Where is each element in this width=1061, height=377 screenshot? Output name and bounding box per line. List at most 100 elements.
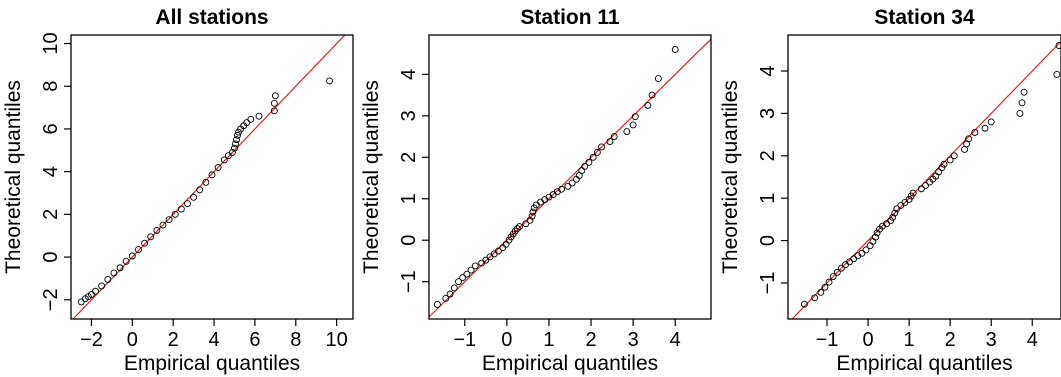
- data-point: [214, 163, 222, 171]
- y-tick-label: 3: [398, 110, 420, 121]
- data-point: [196, 186, 204, 194]
- data-point: [147, 233, 155, 241]
- data-point: [171, 210, 179, 218]
- data-point: [228, 148, 236, 156]
- data-point: [909, 189, 917, 197]
- x-tick-label: 1: [904, 329, 915, 351]
- y-tick-label: 4: [40, 166, 62, 177]
- x-tick-label: −2: [80, 329, 103, 351]
- panel-title: All stations: [155, 6, 268, 29]
- data-point: [654, 75, 662, 82]
- y-tick-label: 2: [398, 152, 420, 163]
- data-point: [971, 129, 979, 136]
- data-point: [581, 162, 589, 170]
- data-point: [141, 239, 149, 247]
- data-point: [811, 294, 819, 302]
- y-tick-label: 3: [757, 108, 779, 119]
- data-point: [940, 160, 948, 168]
- y-axis-label: Theoretical quantiles: [719, 80, 742, 274]
- data-point: [671, 46, 679, 53]
- data-point: [134, 246, 142, 254]
- data-point: [558, 185, 566, 193]
- data-point: [568, 179, 576, 187]
- reference-line: [429, 38, 711, 318]
- data-point: [905, 196, 913, 203]
- data-point: [1055, 42, 1061, 50]
- data-point: [455, 278, 462, 286]
- data-point: [446, 290, 454, 298]
- data-point: [467, 266, 475, 274]
- panel-title: Station 11: [520, 6, 620, 29]
- y-tick-label: 4: [398, 69, 420, 80]
- qq-panel-1: All stations Empirical quantiles Theoretic…: [2, 6, 354, 375]
- data-point: [513, 225, 521, 233]
- y-tick-label: −1: [398, 270, 420, 293]
- data-point: [153, 226, 161, 234]
- data-point: [220, 156, 228, 164]
- x-tick-label: 0: [127, 329, 138, 351]
- y-tick-label: 2: [40, 209, 62, 220]
- points-group: [800, 42, 1061, 308]
- data-point: [564, 182, 572, 190]
- data-point: [159, 221, 167, 229]
- y-tick-label: −2: [40, 288, 62, 311]
- data-point: [122, 257, 130, 265]
- data-point: [442, 294, 450, 302]
- x-tick-label: 0: [862, 329, 873, 351]
- x-tick-label: 2: [585, 329, 596, 351]
- data-point: [610, 133, 618, 141]
- data-point: [629, 121, 637, 129]
- data-point: [606, 138, 614, 146]
- data-point: [938, 164, 946, 172]
- points-group: [433, 46, 679, 308]
- data-point: [224, 152, 232, 160]
- data-point: [499, 244, 507, 252]
- data-point: [433, 301, 441, 308]
- x-tick-label: 10: [326, 329, 348, 351]
- x-axis-label: Empirical quantiles: [482, 352, 658, 375]
- data-point: [528, 212, 536, 220]
- plot-frame: [428, 34, 712, 320]
- data-point: [110, 269, 118, 277]
- data-point: [255, 112, 263, 120]
- data-point: [77, 298, 85, 306]
- x-tick-label: 3: [986, 329, 997, 351]
- data-point: [450, 284, 458, 292]
- y-axis-label: Theoretical quantiles: [360, 80, 383, 274]
- data-point: [644, 102, 652, 109]
- y-tick-label: 6: [40, 123, 62, 134]
- data-point: [165, 216, 173, 224]
- data-point: [887, 217, 895, 225]
- data-point: [1018, 99, 1026, 107]
- x-tick-label: 4: [208, 329, 219, 351]
- data-point: [598, 143, 606, 151]
- data-point: [190, 193, 198, 201]
- y-tick-label: −1: [757, 272, 779, 295]
- data-point: [459, 274, 467, 281]
- data-point: [917, 185, 925, 193]
- data-point: [270, 107, 278, 115]
- data-point: [837, 264, 845, 272]
- y-tick-label: 1: [757, 193, 779, 204]
- y-tick-label: 0: [398, 235, 420, 246]
- data-point: [873, 229, 881, 237]
- data-point: [98, 282, 106, 290]
- data-point: [800, 300, 808, 308]
- x-tick-label: 2: [168, 329, 179, 351]
- y-tick-label: 4: [757, 65, 779, 76]
- reference-line: [791, 40, 1061, 319]
- data-point: [946, 156, 954, 164]
- y-tick-label: 2: [757, 150, 779, 161]
- data-point: [526, 216, 534, 224]
- data-point: [1020, 88, 1028, 96]
- data-point: [522, 220, 530, 228]
- data-point: [463, 270, 471, 278]
- data-point: [950, 152, 958, 160]
- data-point: [578, 167, 586, 175]
- data-point: [482, 256, 490, 264]
- data-point: [232, 140, 239, 148]
- panel-title: Station 34: [874, 6, 975, 29]
- qq-panel-3: Station 34 Empirical quantiles Theoretical…: [719, 6, 1061, 375]
- data-point: [116, 264, 124, 272]
